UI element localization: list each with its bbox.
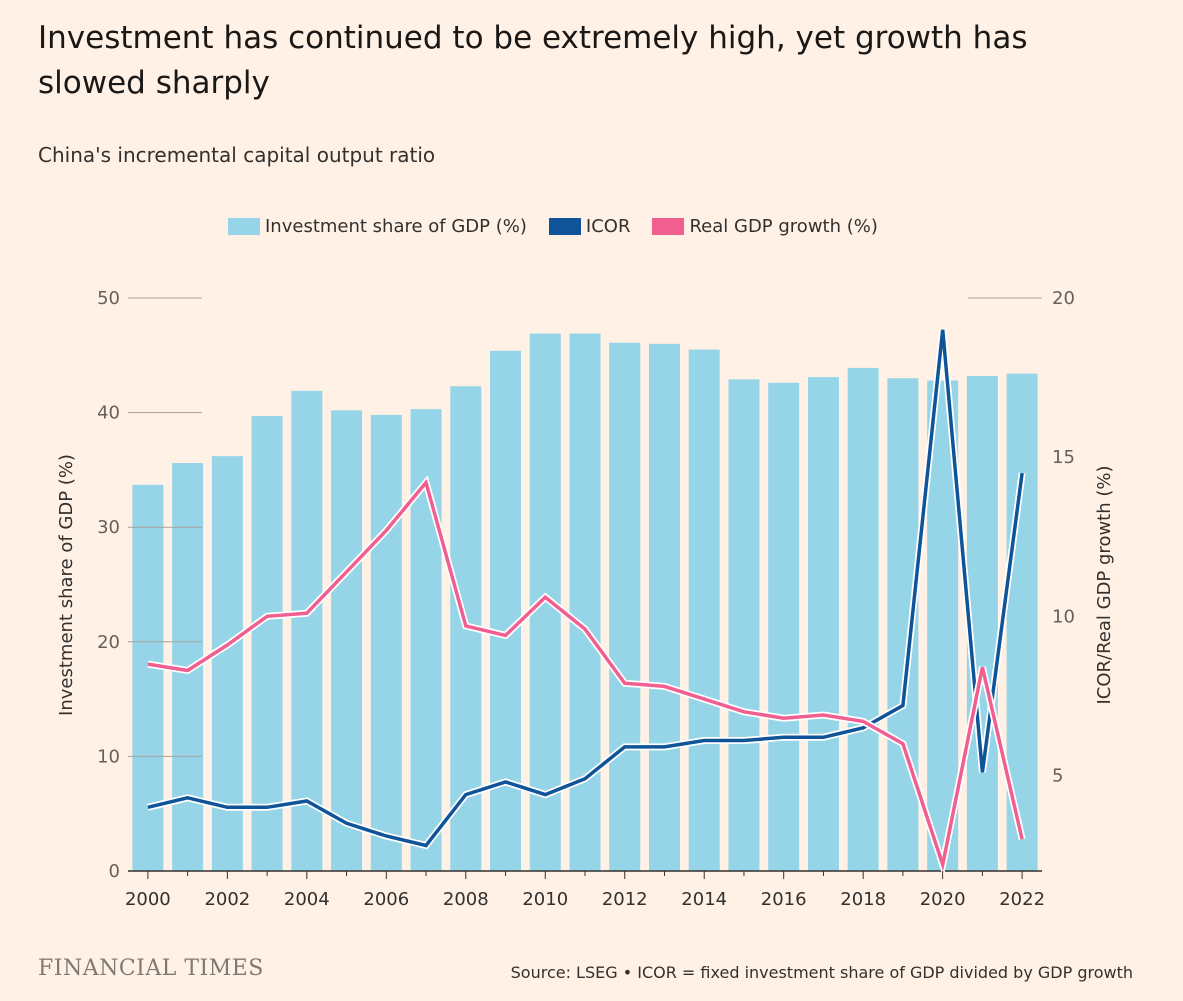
x-tick-label: 2010: [522, 889, 568, 910]
left-tick-label: 0: [109, 861, 120, 882]
source-note: Source: LSEG • ICOR = fixed investment s…: [510, 963, 1133, 982]
left-tick-label: 20: [97, 632, 120, 653]
right-axis-title: ICOR/Real GDP growth (%): [1094, 465, 1115, 704]
bar-2017: [807, 377, 839, 871]
legend-swatch-investment: [228, 218, 260, 235]
x-tick-label: 2018: [840, 889, 886, 910]
bar-2016: [768, 382, 800, 871]
bar-2000: [132, 484, 164, 871]
right-tick-label: 10: [1052, 606, 1075, 627]
bar-2011: [569, 333, 601, 871]
bar-2006: [370, 414, 402, 871]
left-tick-label: 10: [97, 746, 120, 767]
x-tick-label: 2014: [681, 889, 727, 910]
right-tick-label: 15: [1052, 447, 1075, 468]
x-tick-label: 2000: [125, 889, 171, 910]
left-tick-label: 30: [97, 517, 120, 538]
investment-bars: [132, 333, 1038, 872]
icor-line: [147, 329, 1024, 848]
x-tick-label: 2008: [443, 889, 489, 910]
chart-subtitle: China's incremental capital output ratio: [38, 143, 436, 167]
legend-swatch-icor: [548, 218, 581, 235]
legend-item-investment: Investment share of GDP (%): [228, 216, 527, 237]
left-tick-label: 50: [97, 288, 120, 309]
legend-swatch-growth: [652, 218, 685, 235]
x-tick-label: 2006: [363, 889, 409, 910]
bar-2018: [847, 367, 879, 871]
growth-line: [147, 478, 1024, 872]
chart-legend: Investment share of GDP (%) ICOR Real GD…: [228, 216, 900, 237]
x-tick-label: 2022: [999, 889, 1045, 910]
chart-title: Investment has continued to be extremely…: [38, 20, 1028, 101]
bar-2005: [331, 410, 363, 871]
bar-2014: [688, 349, 720, 871]
legend-label-growth: Real GDP growth (%): [689, 216, 878, 237]
right-tick-label: 5: [1052, 766, 1063, 787]
x-tick-label: 2020: [920, 889, 966, 910]
bar-2009: [490, 350, 522, 871]
bar-2012: [609, 342, 641, 872]
x-tick-label: 2012: [602, 889, 648, 910]
x-tick-label: 2004: [284, 889, 330, 910]
bar-2003: [251, 416, 283, 871]
left-tick-label: 40: [97, 403, 120, 424]
legend-item-growth: Real GDP growth (%): [652, 216, 878, 237]
series-lines: [147, 329, 1026, 879]
right-tick-label: 20: [1052, 288, 1075, 309]
left-axis-title: Investment share of GDP (%): [56, 454, 77, 716]
bar-2015: [728, 379, 760, 871]
bar-2004: [291, 390, 323, 871]
x-tick-label: 2016: [761, 889, 807, 910]
legend-item-icor: ICOR: [548, 216, 631, 237]
x-tick-label: 2002: [204, 889, 250, 910]
x-axis-ticks: 2000 2002 2004 2006 2008 2010 2012 2014 2016 2018…: [125, 871, 1045, 910]
bar-2013: [648, 343, 680, 872]
legend-label-investment: Investment share of GDP (%): [265, 216, 527, 237]
ft-logo: FINANCIAL TIMES: [38, 956, 264, 981]
legend-label-icor: ICOR: [585, 216, 631, 237]
